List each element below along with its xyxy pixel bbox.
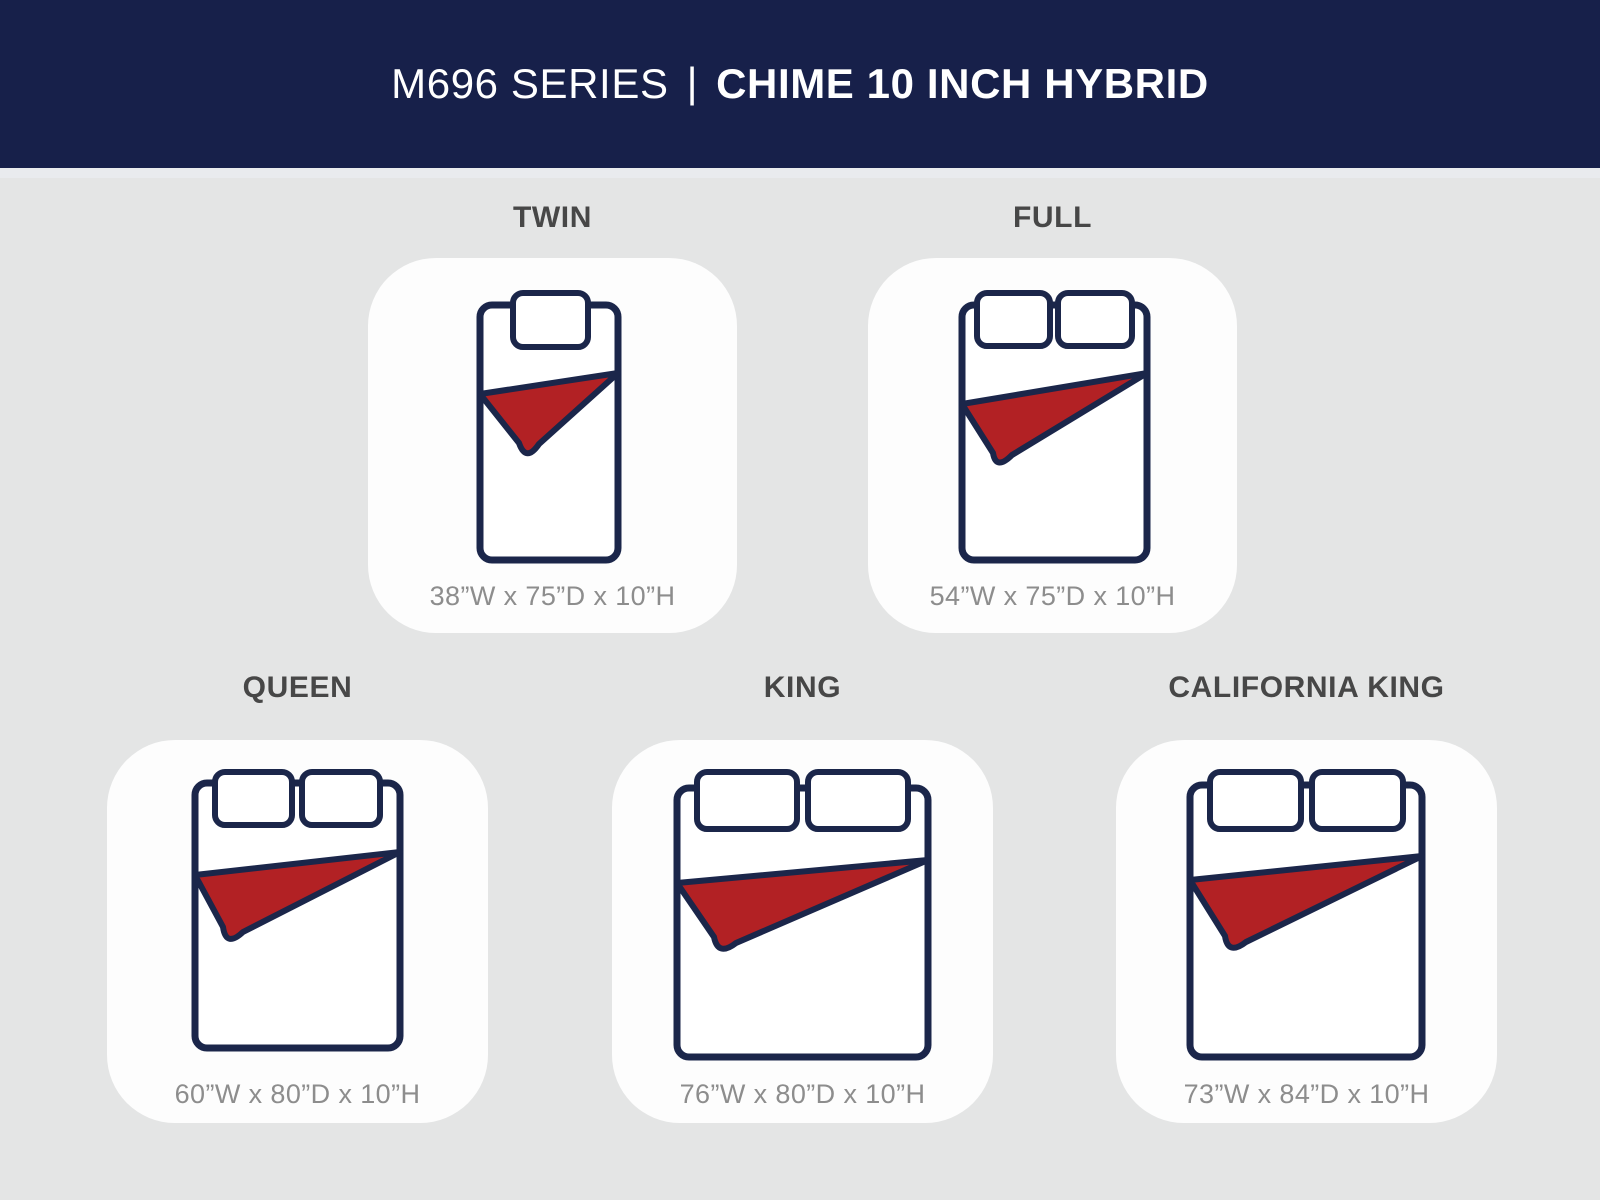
- page-title: M696 SERIES | CHIME 10 INCH HYBRID: [391, 59, 1209, 108]
- size-label-king: KING: [763, 671, 842, 704]
- size-card-twin: 38”W x 75”D x 10”H: [368, 258, 737, 633]
- size-label-twin: TWIN: [512, 201, 593, 234]
- size-card-full: 54”W x 75”D x 10”H: [868, 258, 1237, 633]
- series-name: M696 SERIES: [391, 60, 669, 107]
- size-label-full: FULL: [1012, 201, 1093, 234]
- bed-icon-full: [868, 258, 1237, 633]
- size-label-california-king: CALIFORNIA KING: [1168, 671, 1445, 704]
- dimensions-full: 54”W x 75”D x 10”H: [929, 581, 1176, 611]
- size-card-california-king: 73”W x 84”D x 10”H: [1116, 740, 1497, 1123]
- dimensions-california-king: 73”W x 84”D x 10”H: [1183, 1079, 1430, 1109]
- header-bar: M696 SERIES | CHIME 10 INCH HYBRID: [0, 0, 1600, 168]
- dimensions-twin: 38”W x 75”D x 10”H: [429, 581, 676, 611]
- bed-icon-queen: [107, 740, 488, 1123]
- dimensions-king: 76”W x 80”D x 10”H: [679, 1079, 926, 1109]
- header-divider-band: [0, 168, 1600, 178]
- bed-icon-king: [612, 740, 993, 1123]
- size-card-king: 76”W x 80”D x 10”H: [612, 740, 993, 1123]
- size-label-queen: QUEEN: [242, 671, 353, 704]
- product-name: CHIME 10 INCH HYBRID: [716, 60, 1209, 107]
- title-separator: |: [686, 59, 699, 106]
- bed-icon-california-king: [1116, 740, 1497, 1123]
- size-card-queen: 60”W x 80”D x 10”H: [107, 740, 488, 1123]
- bed-icon-twin: [368, 258, 737, 633]
- dimensions-queen: 60”W x 80”D x 10”H: [174, 1079, 421, 1109]
